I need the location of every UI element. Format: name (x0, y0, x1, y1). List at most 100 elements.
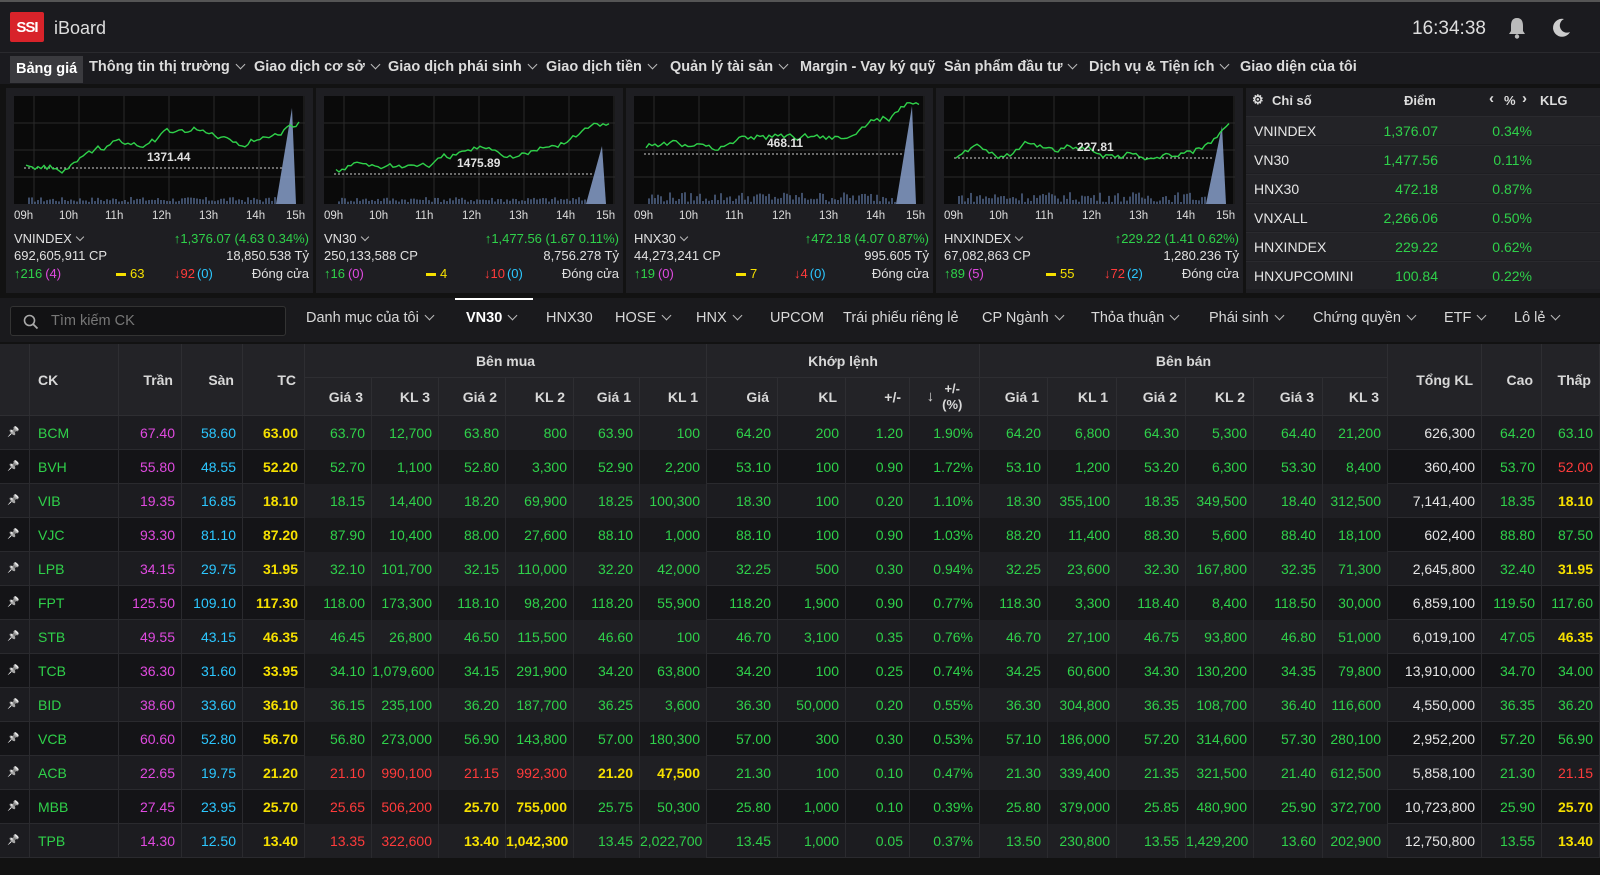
index-name[interactable]: HNXINDEX (944, 231, 1024, 246)
symbol-cell[interactable]: BVH (30, 450, 119, 484)
filter-tab-11[interactable]: Chứng quyền (1313, 310, 1417, 326)
symbol-cell[interactable]: VCB (30, 722, 119, 756)
pin-icon[interactable]: 📌 (7, 597, 20, 608)
symbol-cell[interactable]: MBB (30, 790, 119, 824)
index-name[interactable]: HNX30 (634, 231, 689, 246)
filter-tab-12[interactable]: ETF (1444, 310, 1487, 326)
pin-cell[interactable]: 📌 (0, 722, 30, 756)
symbol-cell[interactable]: VIB (30, 484, 119, 518)
index-card-hnx30[interactable]: 468.11 09h 10h 11h 12h 13h 14h 15h HNX30 ↑472.18 … (626, 88, 933, 293)
nav-item-9[interactable]: Dịch vụ & Tiện ích (1089, 59, 1230, 75)
pin-icon[interactable]: 📌 (7, 427, 20, 438)
table-row[interactable]: 📌 MBB 27.45 23.95 25.70 25.65 506,200 25.70 755,… (0, 790, 1600, 824)
pin-cell[interactable]: 📌 (0, 518, 30, 552)
pin-cell[interactable]: 📌 (0, 450, 30, 484)
filter-tab-2[interactable]: VN30 (466, 310, 518, 326)
search-input[interactable]: Tìm kiếm CK (10, 306, 286, 336)
filter-tab-3[interactable]: HNX30 (546, 310, 593, 326)
index-card-hnxindex[interactable]: 227.81 09h 10h 11h 12h 13h 14h 15h HNXINDEX ↑229.… (936, 88, 1243, 293)
symbol-cell[interactable]: BCM (30, 416, 119, 450)
index-list-row[interactable]: VN30 1,477.56 0.11% (1246, 145, 1600, 173)
filter-tab-8[interactable]: CP Ngành (982, 310, 1065, 326)
pin-cell[interactable]: 📌 (0, 586, 30, 620)
pin-icon[interactable]: 📌 (7, 733, 20, 744)
chevron-down-icon (1169, 310, 1180, 321)
sort-down-icon[interactable]: ↓ (926, 388, 935, 405)
pin-icon[interactable]: 📌 (7, 495, 20, 506)
nav-item-1[interactable]: Bảng giá (10, 56, 84, 83)
pin-icon[interactable]: 📌 (7, 529, 20, 540)
table-row[interactable]: 📌 BID 38.60 33.60 36.10 36.15 235,100 36.20 187,… (0, 688, 1600, 722)
nav-item-8[interactable]: Sản phẩm đầu tư (944, 59, 1078, 75)
pin-icon[interactable]: 📌 (7, 699, 20, 710)
table-row[interactable]: 📌 VJC 93.30 81.10 87.20 87.90 10,400 88.00 27,60… (0, 518, 1600, 552)
table-row[interactable]: 📌 BVH 55.80 48.55 52.20 52.70 1,100 52.80 3,300 5… (0, 450, 1600, 484)
nav-item-3[interactable]: Giao dịch cơ sở (254, 59, 381, 75)
ssi-logo[interactable]: SSI (10, 12, 44, 42)
pin-cell[interactable]: 📌 (0, 620, 30, 654)
table-row[interactable]: 📌 TPB 14.30 12.50 13.40 13.35 322,600 13.40 1,04… (0, 824, 1600, 858)
pin-cell[interactable]: 📌 (0, 824, 30, 858)
pin-cell[interactable]: 📌 (0, 756, 30, 790)
table-row[interactable]: 📌 FPT 125.50 109.10 117.30 118.00 173,300 118.1… (0, 586, 1600, 620)
symbol-cell[interactable]: TPB (30, 824, 119, 858)
pin-icon[interactable]: 📌 (7, 631, 20, 642)
nav-item-4[interactable]: Giao dịch phái sinh (388, 59, 538, 75)
index-list-row[interactable]: VNINDEX 1,376.07 0.34% (1246, 116, 1600, 144)
filter-tab-9[interactable]: Thỏa thuận (1091, 310, 1180, 326)
index-list-row[interactable]: HNXUPCOMINI 100.84 0.22% (1246, 261, 1600, 289)
nav-item-2[interactable]: Thông tin thị trường (89, 59, 246, 75)
nav-item-7[interactable]: Margin - Vay ký quỹ (800, 59, 935, 75)
pin-icon[interactable]: 📌 (7, 767, 20, 778)
index-name[interactable]: VNINDEX (14, 231, 85, 246)
symbol-cell[interactable]: STB (30, 620, 119, 654)
index-list-row[interactable]: HNXINDEX 229.22 0.62% (1246, 232, 1600, 260)
data-cell: 0.35 (846, 620, 910, 654)
nav-item-10[interactable]: Giao diện của tôi (1240, 59, 1357, 75)
table-row[interactable]: 📌 BCM 67.40 58.60 63.00 63.70 12,700 63.80 800 63… (0, 416, 1600, 450)
gear-icon[interactable]: ⚙ (1252, 92, 1264, 107)
chevron-down-icon (1219, 59, 1230, 70)
pin-cell[interactable]: 📌 (0, 688, 30, 722)
table-row[interactable]: 📌 VIB 19.35 16.85 18.10 18.15 14,400 18.20 69,90… (0, 484, 1600, 518)
filter-tab-13[interactable]: Lô lẻ (1514, 310, 1561, 326)
chevron-right-icon[interactable]: › (1522, 90, 1527, 107)
filter-tab-5[interactable]: HNX (696, 310, 743, 326)
filter-tab-6[interactable]: UPCOM (770, 310, 824, 326)
filter-tab-7[interactable]: Trái phiếu riêng lẻ (843, 310, 959, 326)
symbol-cell[interactable]: BID (30, 688, 119, 722)
table-row[interactable]: 📌 TCB 36.30 31.60 33.95 34.10 1,079,600 34.15 29… (0, 654, 1600, 688)
table-row[interactable]: 📌 ACB 22.65 19.75 21.20 21.10 990,100 21.15 992,… (0, 756, 1600, 790)
filter-tab-4[interactable]: HOSE (615, 310, 672, 326)
nav-item-6[interactable]: Quản lý tài sản (670, 59, 789, 75)
pin-icon[interactable]: 📌 (7, 461, 20, 472)
pin-cell[interactable]: 📌 (0, 654, 30, 688)
filter-tab-1[interactable]: Danh mục của tôi (306, 310, 435, 326)
moon-icon[interactable] (1550, 16, 1572, 40)
chevron-left-icon[interactable]: ‹ (1489, 90, 1494, 107)
pin-icon[interactable]: 📌 (7, 563, 20, 574)
pin-cell[interactable]: 📌 (0, 552, 30, 586)
symbol-cell[interactable]: FPT (30, 586, 119, 620)
symbol-cell[interactable]: ACB (30, 756, 119, 790)
filter-tab-10[interactable]: Phái sinh (1209, 310, 1285, 326)
pin-cell[interactable]: 📌 (0, 790, 30, 824)
index-card-vn30[interactable]: 1475.89 09h 10h 11h 12h 13h 14h 15h VN30 ↑1,477.5… (316, 88, 623, 293)
bell-icon[interactable] (1506, 16, 1528, 40)
symbol-cell[interactable]: VJC (30, 518, 119, 552)
index-name[interactable]: VN30 (324, 231, 369, 246)
table-row[interactable]: 📌 LPB 34.15 29.75 31.95 32.10 101,700 32.15 110,… (0, 552, 1600, 586)
table-row[interactable]: 📌 VCB 60.60 52.80 56.70 56.80 273,000 56.90 143,… (0, 722, 1600, 756)
pin-cell[interactable]: 📌 (0, 484, 30, 518)
nav-item-5[interactable]: Giao dịch tiền (546, 59, 658, 75)
index-list-row[interactable]: VNXALL 2,266.06 0.50% (1246, 203, 1600, 231)
pin-icon[interactable]: 📌 (7, 835, 20, 846)
symbol-cell[interactable]: TCB (30, 654, 119, 688)
index-list-row[interactable]: HNX30 472.18 0.87% (1246, 174, 1600, 202)
pin-icon[interactable]: 📌 (7, 801, 20, 812)
symbol-cell[interactable]: LPB (30, 552, 119, 586)
table-row[interactable]: 📌 STB 49.55 43.15 46.35 46.45 26,800 46.50 115,5… (0, 620, 1600, 654)
pin-icon[interactable]: 📌 (7, 665, 20, 676)
pin-cell[interactable]: 📌 (0, 416, 30, 450)
index-card-vnindex[interactable]: 1371.44 09h 10h 11h 12h 13h 14h 15h VNINDEX ↑1,37… (6, 88, 313, 293)
